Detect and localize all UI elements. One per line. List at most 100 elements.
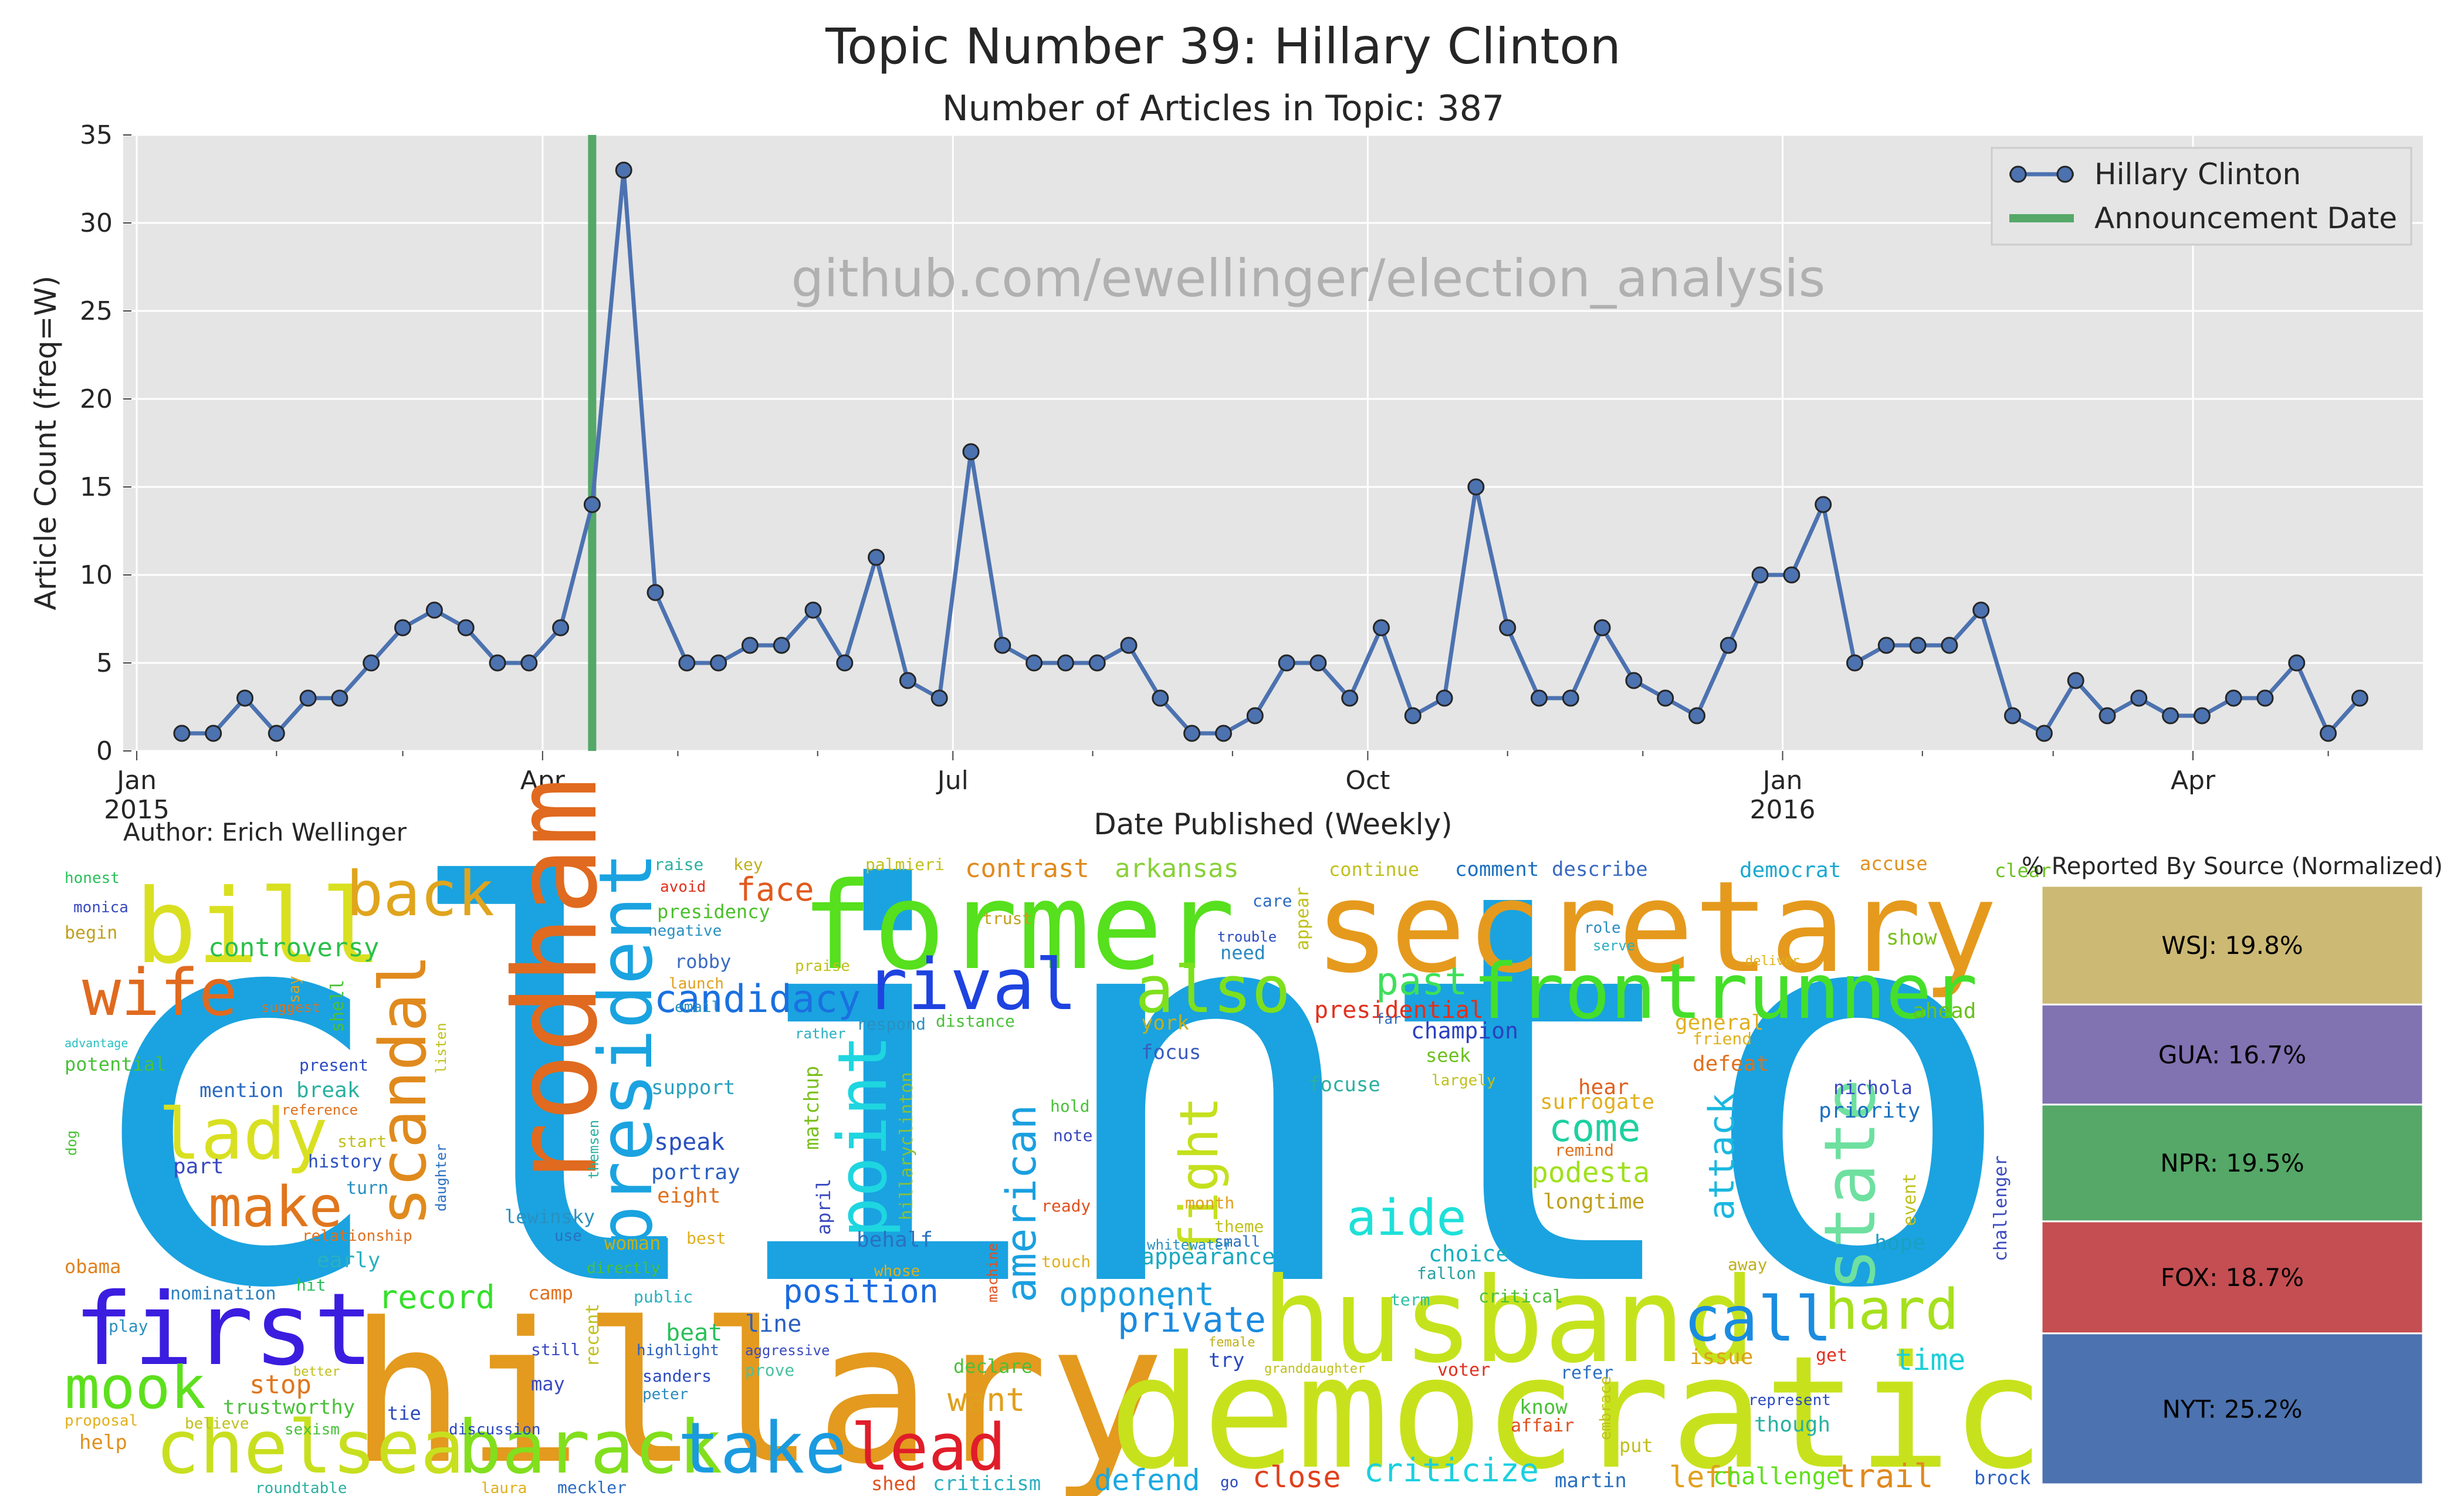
series-line — [181, 168, 2362, 736]
word-speak: speak — [654, 1129, 725, 1156]
word-praise: praise — [795, 957, 850, 975]
word-still: still — [531, 1340, 580, 1359]
word-lady: lady — [158, 1094, 328, 1176]
word-champion: champion — [1411, 1018, 1518, 1044]
word-role: role — [1584, 919, 1621, 937]
word-presidency: presidency — [657, 901, 770, 923]
word-whose: whose — [874, 1263, 920, 1280]
data-point — [1941, 637, 1958, 654]
data-point — [741, 637, 759, 654]
word-lewinsky: lewinsky — [505, 1206, 595, 1228]
word-bill: bill — [135, 868, 382, 987]
word-declare: declare — [953, 1355, 1033, 1377]
word-priority: priority — [1819, 1099, 1920, 1123]
word-distance: distance — [936, 1011, 1015, 1031]
word-palmieri: palmieri — [865, 855, 945, 874]
data-point — [2067, 672, 2084, 689]
word-listen: listen — [433, 1023, 449, 1074]
word-relationship: relationship — [302, 1227, 412, 1245]
word-hard: hard — [1825, 1278, 1959, 1342]
x-tick-label: Apr — [520, 766, 566, 796]
word-comment: comment — [1455, 858, 1539, 881]
word-whitewater: whitewater — [1147, 1237, 1232, 1253]
word-term: term — [1390, 1290, 1430, 1309]
word-stop: stop — [249, 1370, 312, 1400]
word-advantage: advantage — [65, 1036, 128, 1050]
source-segment-fox — [2040, 1220, 2424, 1335]
word-hope: hope — [1874, 1231, 1925, 1255]
word-nichola: nichola — [1833, 1077, 1913, 1099]
word-meckler: meckler — [557, 1478, 627, 1496]
word-hillaryclinton: hillaryclinton — [896, 1072, 917, 1220]
word-back: back — [346, 858, 495, 930]
word-show: show — [1886, 926, 1937, 950]
word-come: come — [1549, 1106, 1641, 1150]
data-point — [268, 725, 285, 742]
data-point — [394, 619, 411, 637]
data-point — [457, 619, 475, 637]
legend-box — [1991, 147, 2412, 246]
data-point — [804, 601, 822, 619]
data-point — [583, 496, 601, 513]
word-democratic: democratic — [1109, 1323, 2045, 1496]
word-rodham: rodham — [489, 778, 622, 1191]
word-directly: directly — [587, 1260, 660, 1277]
word-american: american — [997, 1105, 1045, 1302]
word-daughter: daughter — [433, 1143, 449, 1211]
word-highlight: highlight — [637, 1342, 719, 1359]
data-point — [1846, 654, 1863, 672]
word-though: though — [1754, 1413, 1830, 1437]
word-criticize: criticize — [1364, 1451, 1539, 1489]
word-woman: woman — [604, 1232, 661, 1254]
word-frontrunner: frontrunner — [1473, 947, 1978, 1036]
data-point — [1720, 637, 1737, 654]
word-proposal: proposal — [65, 1412, 138, 1430]
word-support: support — [651, 1076, 735, 1099]
word-part: part — [173, 1155, 224, 1179]
word-begin: begin — [65, 923, 117, 943]
data-point — [930, 689, 948, 707]
word-away: away — [1728, 1255, 1767, 1274]
chart-subtitle: Number of Articles in Topic: 387 — [942, 88, 1504, 129]
y-tick-label: 10 — [80, 560, 113, 590]
word-obama: obama — [65, 1255, 121, 1278]
word-month: month — [1185, 1193, 1234, 1213]
word-eight: eight — [657, 1184, 720, 1208]
word-seek: seek — [1426, 1044, 1471, 1067]
data-point — [836, 654, 854, 672]
word-describe: describe — [1552, 858, 1648, 881]
y-tick-label: 15 — [80, 472, 113, 502]
data-point — [1436, 689, 1453, 707]
word-focuse: focuse — [1308, 1073, 1380, 1096]
word-attack: attack — [1701, 1093, 1742, 1220]
word-small: small — [1214, 1233, 1260, 1251]
data-point — [2162, 707, 2179, 725]
data-point — [2004, 707, 2021, 725]
data-point — [1562, 689, 1579, 707]
series-hillary-clinton — [173, 161, 2368, 742]
word-note: note — [1053, 1126, 1092, 1145]
data-point — [773, 637, 790, 654]
data-point — [2351, 689, 2368, 707]
word-peter: peter — [642, 1386, 688, 1403]
word-position: position — [783, 1272, 939, 1310]
word-history: history — [308, 1152, 382, 1172]
word-discussion: discussion — [449, 1421, 541, 1439]
word-call: call — [1684, 1284, 1832, 1355]
data-point — [1657, 689, 1674, 707]
y-tick-label: 5 — [96, 648, 113, 678]
word-accuse: accuse — [1860, 852, 1928, 875]
word-fallon: fallon — [1417, 1264, 1476, 1283]
word-launch: launch — [669, 975, 724, 993]
word-break: break — [296, 1078, 360, 1102]
word-beat: beat — [666, 1319, 722, 1346]
data-point — [2099, 707, 2116, 725]
word-sexism: sexism — [285, 1421, 340, 1439]
word-aggressive: aggressive — [745, 1342, 830, 1359]
word-trustworthy: trustworthy — [223, 1396, 355, 1419]
y-tick-label: 35 — [80, 120, 113, 150]
y-tick-label: 30 — [80, 208, 113, 238]
word-shell: shell — [327, 980, 348, 1033]
